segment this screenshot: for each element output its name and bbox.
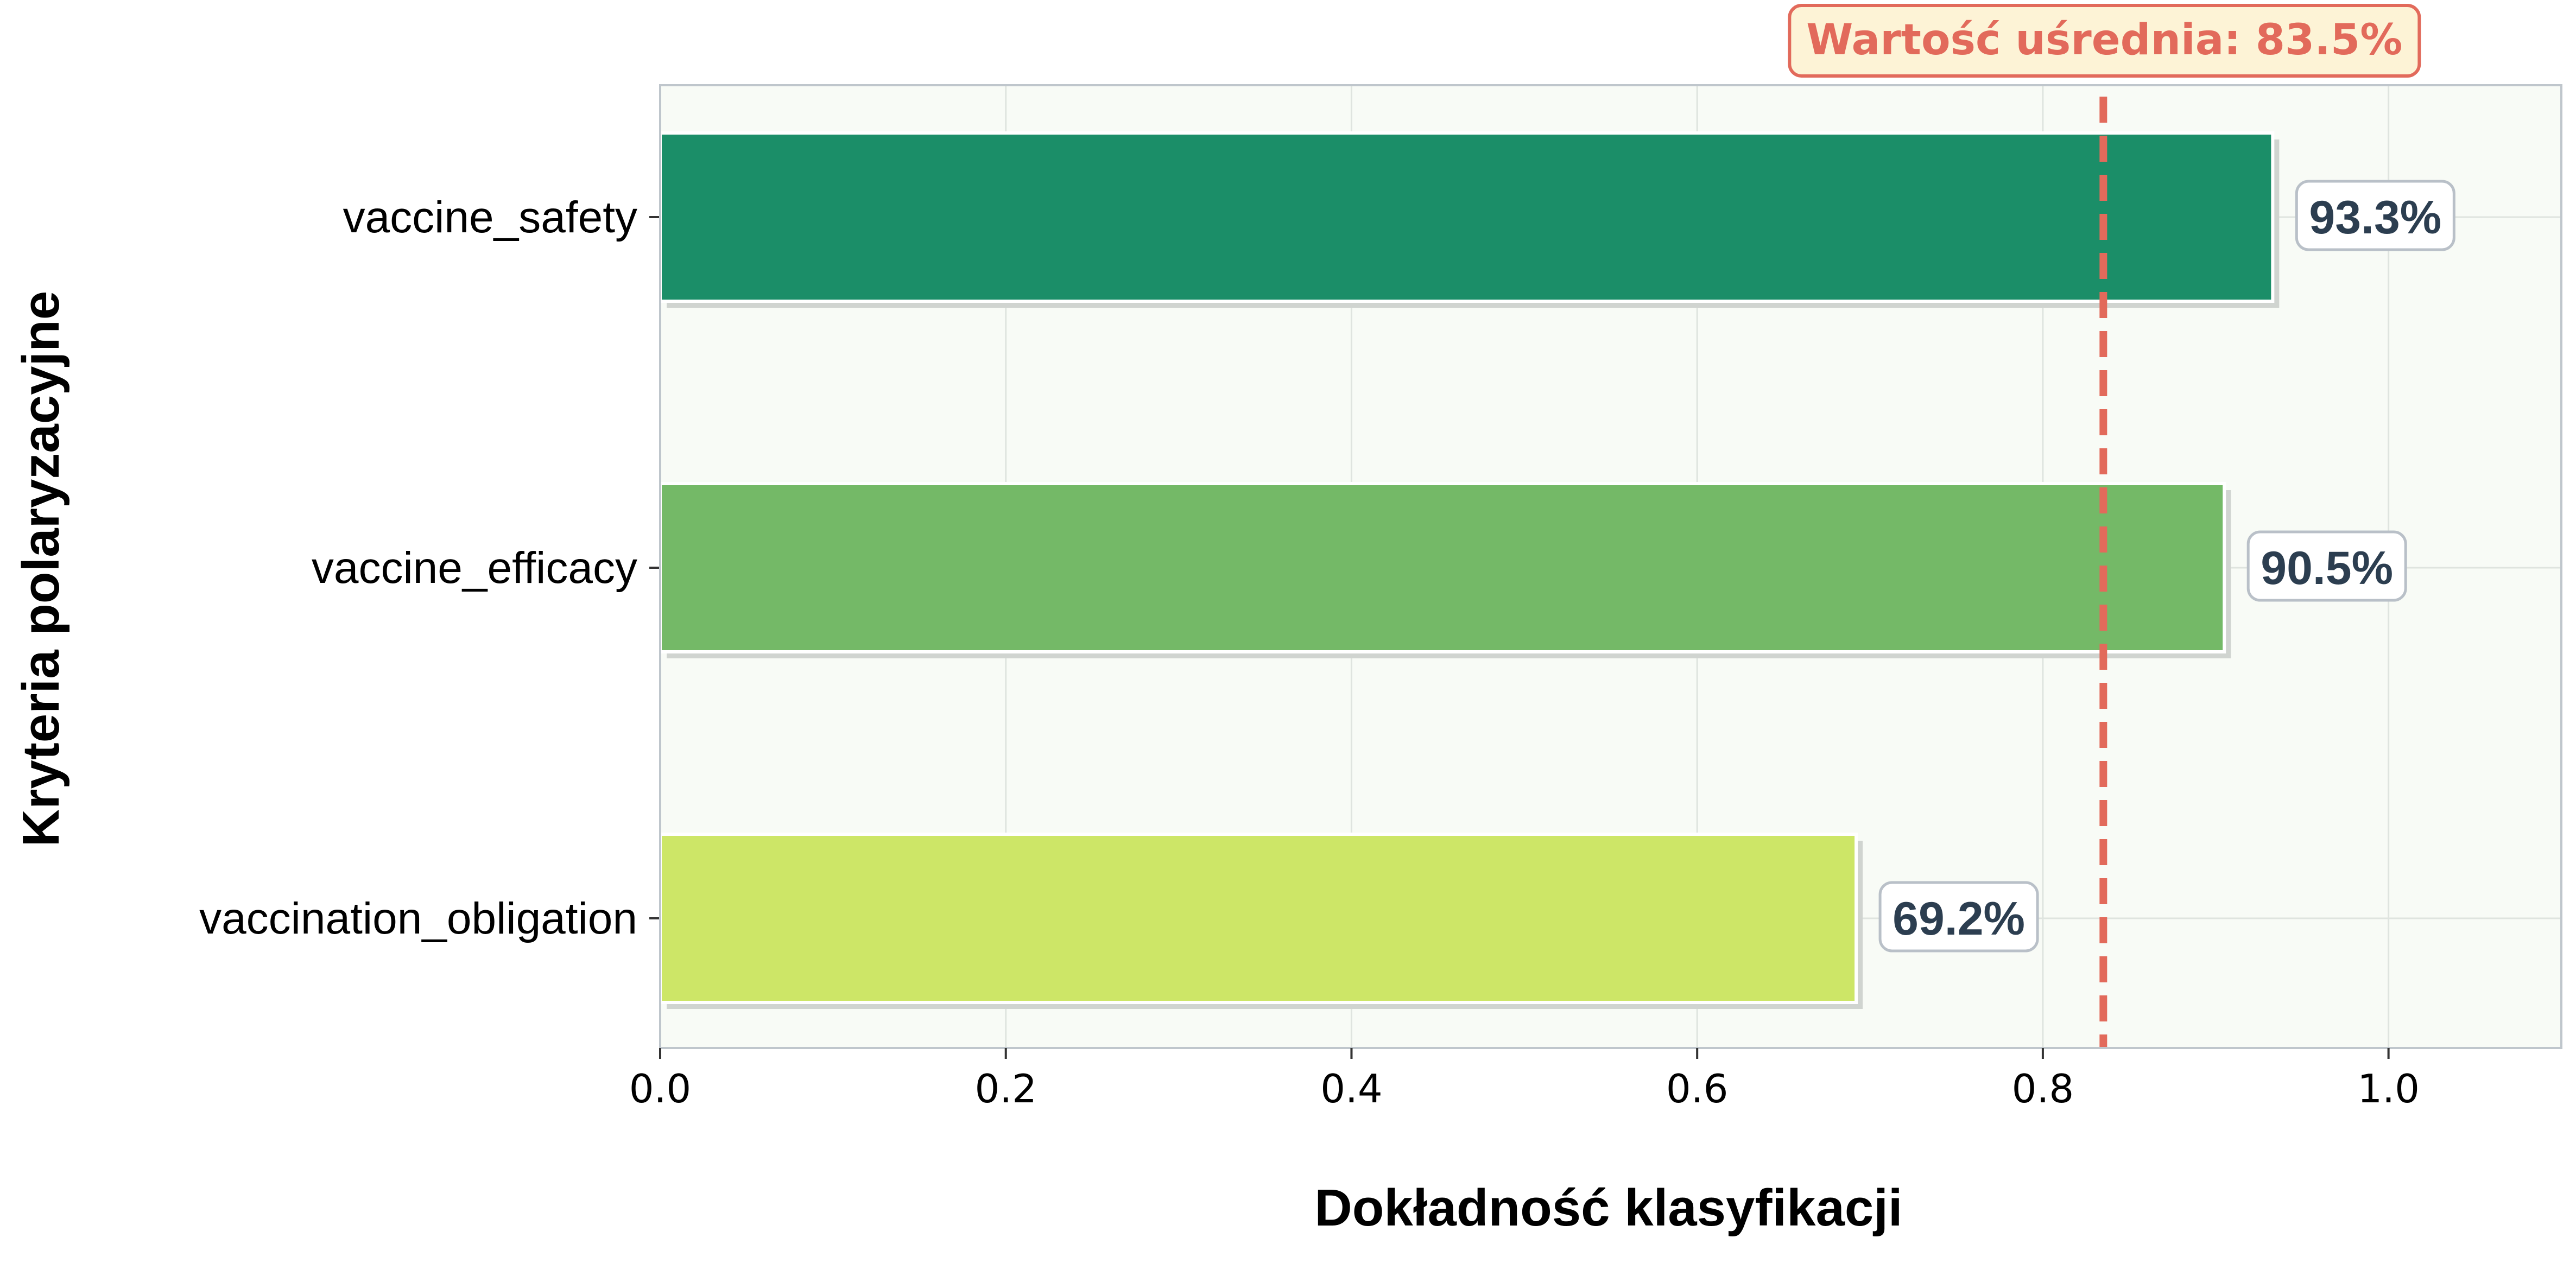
x-tick-label: 0.4 — [1320, 1066, 1383, 1112]
x-tick-label: 0.6 — [1666, 1066, 1729, 1112]
x-tick-label: 0.0 — [629, 1066, 692, 1112]
average-label-box — [1788, 4, 2421, 78]
x-tick-label: 1.0 — [2357, 1066, 2420, 1112]
average-label: Wartość uśrednia: 83.5% — [1806, 16, 2402, 65]
value-label-box — [2295, 180, 2455, 251]
value-label: 90.5% — [2261, 542, 2393, 594]
value-label: 69.2% — [1893, 893, 2025, 945]
value-label-box — [2246, 530, 2407, 602]
x-axis-label: Dokładność klasyfikacji — [1314, 1179, 1902, 1237]
bar — [659, 833, 1858, 1004]
x-tick-label: 0.2 — [974, 1066, 1037, 1112]
category-label: vaccine_safety — [343, 193, 637, 242]
plot-frame — [659, 84, 2562, 1049]
bar — [659, 131, 2275, 303]
category-label: vaccination_obligation — [199, 894, 637, 943]
bar — [659, 482, 2226, 653]
value-label: 93.3% — [2309, 192, 2441, 244]
x-tick-label: 0.8 — [2012, 1066, 2074, 1112]
value-label-box — [1878, 881, 2039, 953]
y-axis-label: Kryteria polaryzacyjne — [12, 291, 70, 847]
category-label: vaccine_efficacy — [312, 543, 637, 593]
